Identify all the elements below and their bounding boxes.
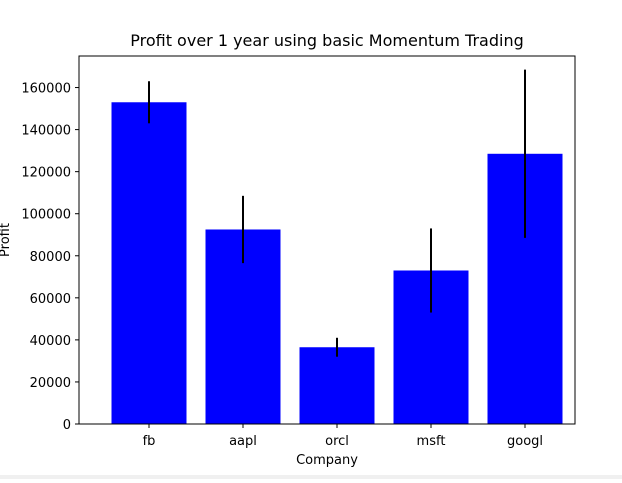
y-tick-label: 80000 bbox=[30, 250, 71, 265]
y-tick-label: 20000 bbox=[30, 376, 71, 391]
x-axis-label: Company bbox=[296, 453, 358, 468]
bars-layer bbox=[111, 102, 563, 425]
y-tick-label: 160000 bbox=[21, 82, 71, 97]
plot-frame bbox=[78, 55, 576, 425]
y-tick-label: 0 bbox=[63, 418, 71, 433]
y-axis: 0 20000 40000 60000 80000 100000 120000 140000 1… bbox=[21, 82, 79, 433]
x-tick-label-orcl: orcl bbox=[325, 434, 349, 449]
x-axis: fb aapl orcl msft googl bbox=[143, 424, 543, 449]
y-tick-label: 140000 bbox=[21, 124, 71, 139]
bar-orcl bbox=[299, 347, 375, 424]
chart-title: Profit over 1 year using basic Momentum … bbox=[130, 31, 524, 50]
y-axis-label: Profit bbox=[0, 223, 13, 257]
x-tick-label-googl: googl bbox=[507, 434, 543, 449]
x-tick-label-fb: fb bbox=[143, 434, 156, 449]
window-bottom-edge bbox=[0, 475, 622, 479]
x-tick-label-msft: msft bbox=[417, 434, 446, 449]
y-tick-label: 100000 bbox=[21, 208, 71, 223]
y-tick-label: 60000 bbox=[30, 292, 71, 307]
error-bars-layer bbox=[148, 69, 526, 357]
bar-fb bbox=[111, 102, 187, 425]
y-tick-label: 120000 bbox=[21, 166, 71, 181]
x-tick-label-aapl: aapl bbox=[229, 434, 257, 449]
y-tick-label: 40000 bbox=[30, 334, 71, 349]
